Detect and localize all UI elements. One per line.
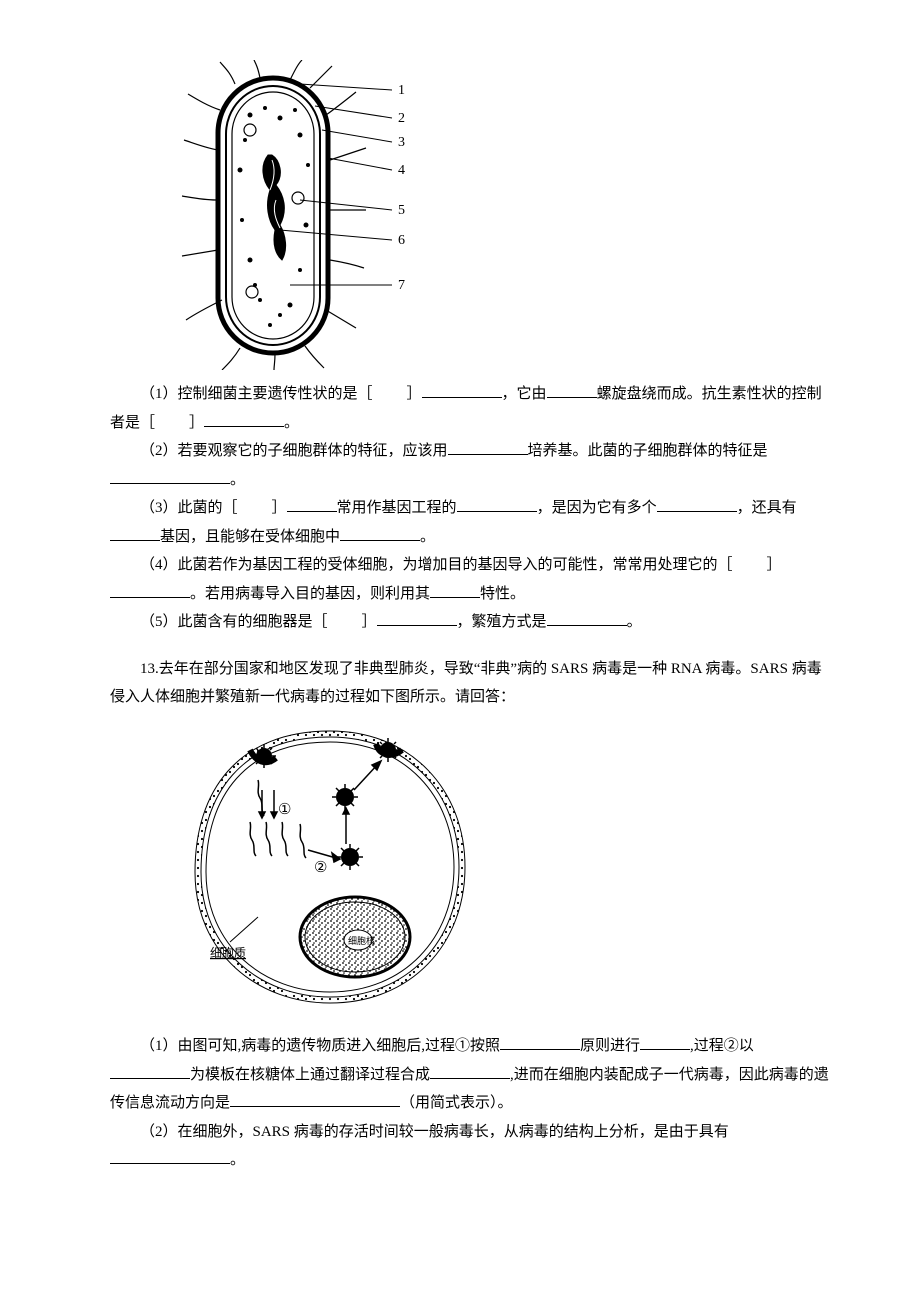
q12-part5: （5）此菌含有的细胞器是［ ］ ，繁殖方式是 。 <box>110 608 830 637</box>
nucleus-label: 细胞核 <box>348 935 375 946</box>
q12-part1: （1）控制细菌主要遗传性状的是［ ］，它由螺旋盘绕而成。抗生素性状的控制者是［ … <box>110 380 830 437</box>
blank <box>657 496 737 512</box>
blank <box>500 1034 580 1050</box>
q12-p2-a: （2）若要观察它的子细胞群体的特征，应该用 <box>140 443 448 459</box>
q13-p1-d: 为模板在核糖体上通过翻译过程合成 <box>190 1067 430 1083</box>
q12-part4: （4）此菌若作为基因工程的受体细胞，为增加目的基因导入的可能性，常常用处理它的［… <box>110 551 830 608</box>
bacteria-label-2: 2 <box>398 111 405 126</box>
q12-p2-b: 培养基。此菌的子细胞群体的特征是 <box>528 443 768 459</box>
blank <box>110 1148 230 1164</box>
q12-p1-e: ］ <box>189 415 204 431</box>
blank <box>377 610 457 626</box>
blank <box>640 1034 690 1050</box>
q13-p1-b: 原则进行 <box>580 1038 640 1054</box>
q12-p5-b: ］ <box>362 614 377 630</box>
q12-p1-f: 。 <box>284 415 299 431</box>
blank <box>340 525 420 541</box>
blank <box>110 525 160 541</box>
q12-p3-d: ，是因为它有多个 <box>537 500 657 516</box>
q13-p2-b: 。 <box>230 1152 245 1168</box>
blank <box>204 411 284 427</box>
blank <box>430 582 480 598</box>
bacteria-label-1: 1 <box>398 83 405 98</box>
blank <box>287 496 337 512</box>
proc2-label: ② <box>314 860 327 876</box>
cytoplasm-label: 细胞质 <box>210 946 246 960</box>
figure-sars-cell: ① ② 细胞质 细胞核 <box>180 722 830 1023</box>
q12-p4-b: ］ <box>767 557 782 573</box>
q12-p5-d: 。 <box>627 614 642 630</box>
q13-p2-a: （2）在细胞外，SARS 病毒的存活时间较一般病毒长，从病毒的结构上分析，是由于… <box>140 1124 729 1140</box>
q12-p3-g: 。 <box>420 529 435 545</box>
q12-part3: （3）此菌的［ ］ 常用作基因工程的 ，是因为它有多个 ，还具有基因，且能够在受体细胞… <box>110 494 830 551</box>
q12-p3-a: （3）此菌的［ <box>140 500 238 516</box>
blank <box>230 1091 400 1107</box>
sars-diagram-svg: ① ② 细胞质 细胞核 <box>180 722 480 1012</box>
q13-p1-f: （用简式表示）。 <box>400 1095 513 1111</box>
blank <box>110 582 190 598</box>
q13-part1: （1）由图可知,病毒的遗传物质进入细胞后,过程①按照 原则进行 ,过程②以为模板在核… <box>110 1032 830 1118</box>
q12-p1-a: （1）控制细菌主要遗传性状的是［ <box>140 386 373 402</box>
q12-p1-c: ，它由 <box>502 386 547 402</box>
bacteria-label-4: 4 <box>398 163 405 178</box>
blank <box>110 1063 190 1079</box>
q12-p2-c: 。 <box>230 472 245 488</box>
blank <box>448 439 528 455</box>
blank <box>422 382 502 398</box>
blank <box>430 1063 510 1079</box>
proc1-label: ① <box>278 802 291 818</box>
q12-p4-a: （4）此菌若作为基因工程的受体细胞，为增加目的基因导入的可能性，常常用处理它的［ <box>140 557 733 573</box>
spacer <box>110 637 830 655</box>
q12-p5-c: ，繁殖方式是 <box>457 614 547 630</box>
q12-p3-f: 基因，且能够在受体细胞中 <box>160 529 340 545</box>
page: 1 2 3 4 5 6 7 （1）控制细菌主要遗传性状的是［ ］，它由螺旋盘绕而… <box>0 0 920 1302</box>
q13-part2: （2）在细胞外，SARS 病毒的存活时间较一般病毒长，从病毒的结构上分析，是由于… <box>110 1118 830 1175</box>
q12-part2: （2）若要观察它的子细胞群体的特征，应该用 培养基。此菌的子细胞群体的特征是。 <box>110 437 830 494</box>
bacteria-label-7: 7 <box>398 278 405 293</box>
bacteria-label-5: 5 <box>398 203 405 218</box>
blank <box>110 468 230 484</box>
blank <box>457 496 537 512</box>
q12-p4-d: 特性。 <box>480 586 525 602</box>
q12-p3-e: ，还具有 <box>737 500 797 516</box>
q12-p1-b: ］ <box>407 386 422 402</box>
figure-bacteria: 1 2 3 4 5 6 7 <box>180 60 830 370</box>
blank <box>547 382 597 398</box>
bacteria-diagram-svg: 1 2 3 4 5 6 7 <box>180 60 420 370</box>
q13-p1-c: ,过程②以 <box>690 1038 754 1054</box>
q13-p1-a: （1）由图可知,病毒的遗传物质进入细胞后,过程①按照 <box>140 1038 500 1054</box>
q12-p3-b: ］ <box>272 500 287 516</box>
q12-p3-c: 常用作基因工程的 <box>337 500 457 516</box>
bacteria-label-3: 3 <box>398 135 405 150</box>
q12-p5-a: （5）此菌含有的细胞器是［ <box>140 614 328 630</box>
q13-intro: 13.去年在部分国家和地区发现了非典型肺炎，导致“非典”病的 SARS 病毒是一… <box>110 655 830 712</box>
q12-p4-c: 。若用病毒导入目的基因，则利用其 <box>190 586 430 602</box>
bacteria-label-6: 6 <box>398 233 405 248</box>
blank <box>547 610 627 626</box>
